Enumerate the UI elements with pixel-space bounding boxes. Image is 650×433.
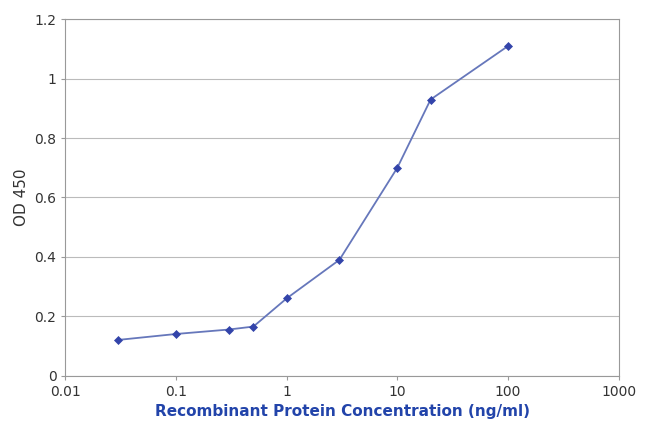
Y-axis label: OD 450: OD 450 [14,169,29,226]
X-axis label: Recombinant Protein Concentration (ng/ml): Recombinant Protein Concentration (ng/ml… [155,404,530,419]
